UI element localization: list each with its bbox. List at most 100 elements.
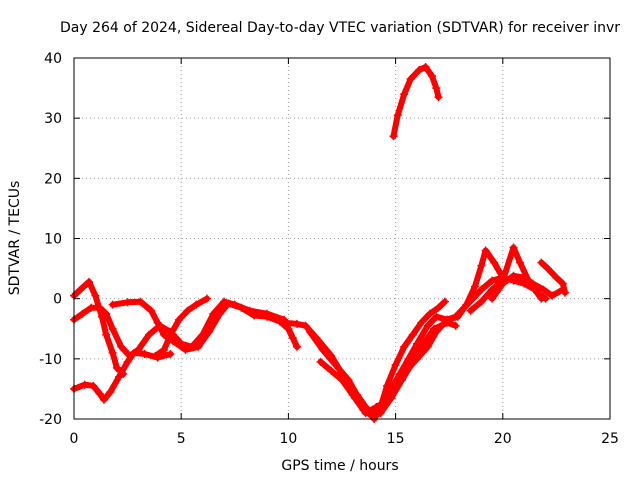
data-point: [453, 312, 462, 321]
data-point: [108, 348, 117, 357]
chart-title: Day 264 of 2024, Sidereal Day-to-day VTE…: [60, 20, 620, 36]
data-point: [391, 360, 400, 369]
data-point: [488, 285, 497, 294]
data-point: [89, 381, 98, 390]
series-arc5: [151, 294, 211, 360]
data-point: [318, 345, 327, 354]
data-point: [488, 276, 497, 285]
x-tick-label: 25: [601, 431, 619, 447]
data-point: [91, 291, 100, 300]
data-point: [205, 327, 214, 336]
data-point: [470, 282, 479, 291]
data-point: [548, 291, 557, 300]
data-point: [477, 297, 486, 306]
data-point: [78, 309, 87, 318]
data-point: [509, 271, 518, 280]
data-point: [215, 309, 224, 318]
data-point: [175, 315, 184, 324]
data-point: [509, 243, 518, 252]
data-point: [134, 345, 143, 354]
grid: [74, 58, 610, 419]
y-axis-label: SDTVAR / TECUs: [7, 181, 23, 296]
data-point: [316, 357, 325, 366]
series-line: [109, 298, 300, 353]
data-point: [533, 288, 542, 297]
x-tick-label: 5: [177, 431, 186, 447]
series-arc9: [340, 246, 507, 417]
series-arc4: [108, 297, 301, 354]
data-point: [85, 277, 94, 286]
data-point: [361, 408, 370, 417]
data-point: [432, 312, 441, 321]
x-tick-label: 20: [494, 431, 512, 447]
data-point: [183, 306, 192, 315]
data-point: [115, 372, 124, 381]
data-point: [451, 321, 460, 330]
data-point: [477, 261, 486, 270]
data-point: [391, 384, 400, 393]
data-point: [417, 318, 426, 327]
data-point: [498, 279, 507, 288]
data-point: [466, 306, 475, 315]
data-point: [413, 354, 422, 363]
data-point: [406, 75, 415, 84]
y-tick-label: 40: [44, 51, 62, 67]
data-point: [76, 285, 85, 294]
data-point: [408, 330, 417, 339]
data-point: [117, 342, 126, 351]
x-tick-label: 0: [70, 431, 79, 447]
data-point: [541, 294, 550, 303]
data-point: [560, 288, 569, 297]
data-point: [425, 309, 434, 318]
data-point: [331, 360, 340, 369]
series-arc13: [537, 258, 569, 297]
data-point: [481, 246, 490, 255]
data-point: [108, 324, 117, 333]
data-point: [292, 319, 301, 328]
data-point: [250, 311, 259, 320]
data-point: [292, 342, 301, 351]
data-point: [125, 351, 134, 360]
data-point: [301, 321, 310, 330]
data-point: [145, 330, 154, 339]
data-point: [372, 402, 381, 411]
y-tick-label: 20: [44, 171, 62, 187]
data-point: [194, 342, 203, 351]
data-point: [558, 279, 567, 288]
series-line: [306, 298, 448, 422]
data-point: [151, 351, 160, 360]
y-tick-label: 30: [44, 111, 62, 127]
data-point: [87, 303, 96, 312]
series-arc10: [389, 63, 443, 141]
data-point: [305, 327, 314, 336]
series-line: [489, 272, 566, 302]
data-point: [340, 372, 349, 381]
data-point: [462, 300, 471, 309]
data-point: [123, 298, 132, 307]
y-tick-label: -10: [39, 352, 62, 368]
data-point: [106, 387, 115, 396]
data-point: [280, 318, 289, 327]
data-point: [108, 300, 117, 309]
data-point: [488, 294, 497, 303]
data-point: [539, 285, 548, 294]
data-point: [327, 366, 336, 375]
data-point: [383, 396, 392, 405]
data-point: [119, 369, 128, 378]
data-point: [515, 258, 524, 267]
data-point: [543, 264, 552, 273]
data-point: [389, 132, 398, 141]
y-tick-label: 10: [44, 232, 62, 248]
data-point: [415, 66, 424, 75]
data-point: [423, 342, 432, 351]
data-point: [421, 63, 430, 72]
y-tick-label: -20: [39, 412, 62, 428]
data-point: [434, 93, 443, 102]
series-arc12: [488, 271, 567, 303]
data-point: [552, 273, 561, 282]
data-point: [383, 381, 392, 390]
data-point: [80, 380, 89, 389]
data-point: [192, 300, 201, 309]
data-point: [112, 363, 121, 372]
